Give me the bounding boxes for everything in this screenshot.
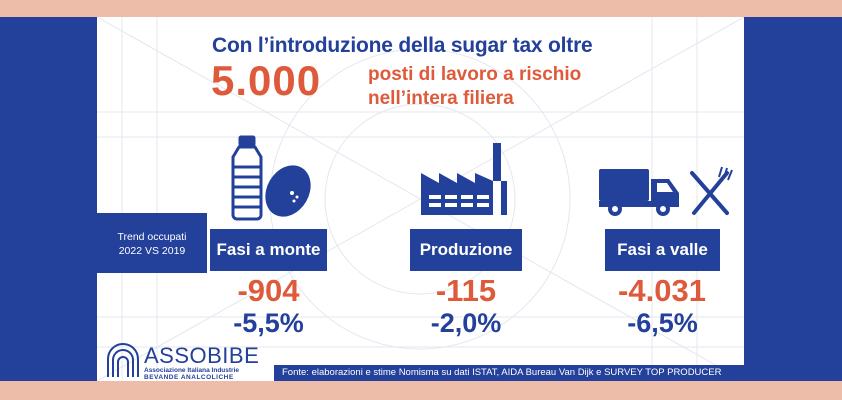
big-number: 5.000 <box>211 57 322 104</box>
trend-line-2: 2022 VS 2019 <box>118 245 186 257</box>
subheadline-line-1: posti di lavoro a rischio <box>368 64 582 85</box>
subheadline: posti di lavoro a rischio nell’intera fi… <box>368 63 581 111</box>
column-value-fasi-a-monte: -904 <box>237 273 300 308</box>
trend-box: Trend occupati 2022 VS 2019 <box>97 213 207 273</box>
column-label-fasi-a-monte: Fasi a monte <box>210 229 327 271</box>
column-percent-fasi-a-valle: -6,5% <box>627 308 698 338</box>
column-label-fasi-a-valle: Fasi a valle <box>605 229 720 271</box>
logo-subtitle-2: BEVANDE ANALCOLICHE <box>144 374 234 381</box>
infographic-card: Con l’introduzione della sugar tax oltre… <box>97 17 744 381</box>
factory-icon <box>421 143 507 215</box>
logo-subtitle-1: Associazione Italiana Industrie <box>144 367 239 374</box>
headline: Con l’introduzione della sugar tax oltre <box>212 34 593 57</box>
column-label-produzione: Produzione <box>410 229 522 271</box>
column-value-fasi-a-valle: -4.031 <box>618 273 706 308</box>
logo-name: ASSOBIBE <box>144 343 260 368</box>
trend-line-1: Trend occupati <box>117 231 187 243</box>
bottle-lemon-icon <box>231 135 311 221</box>
source-note: Fonte: elaborazioni e stime Nomisma su d… <box>274 365 744 381</box>
assobibe-logo-icon <box>107 343 139 377</box>
column-value-produzione: -115 <box>435 273 497 308</box>
truck-cutlery-icon <box>599 166 733 216</box>
column-percent-fasi-a-monte: -5,5% <box>233 308 304 338</box>
column-percent-produzione: -2,0% <box>430 308 502 338</box>
subheadline-line-2: nell’intera filiera <box>368 88 514 109</box>
